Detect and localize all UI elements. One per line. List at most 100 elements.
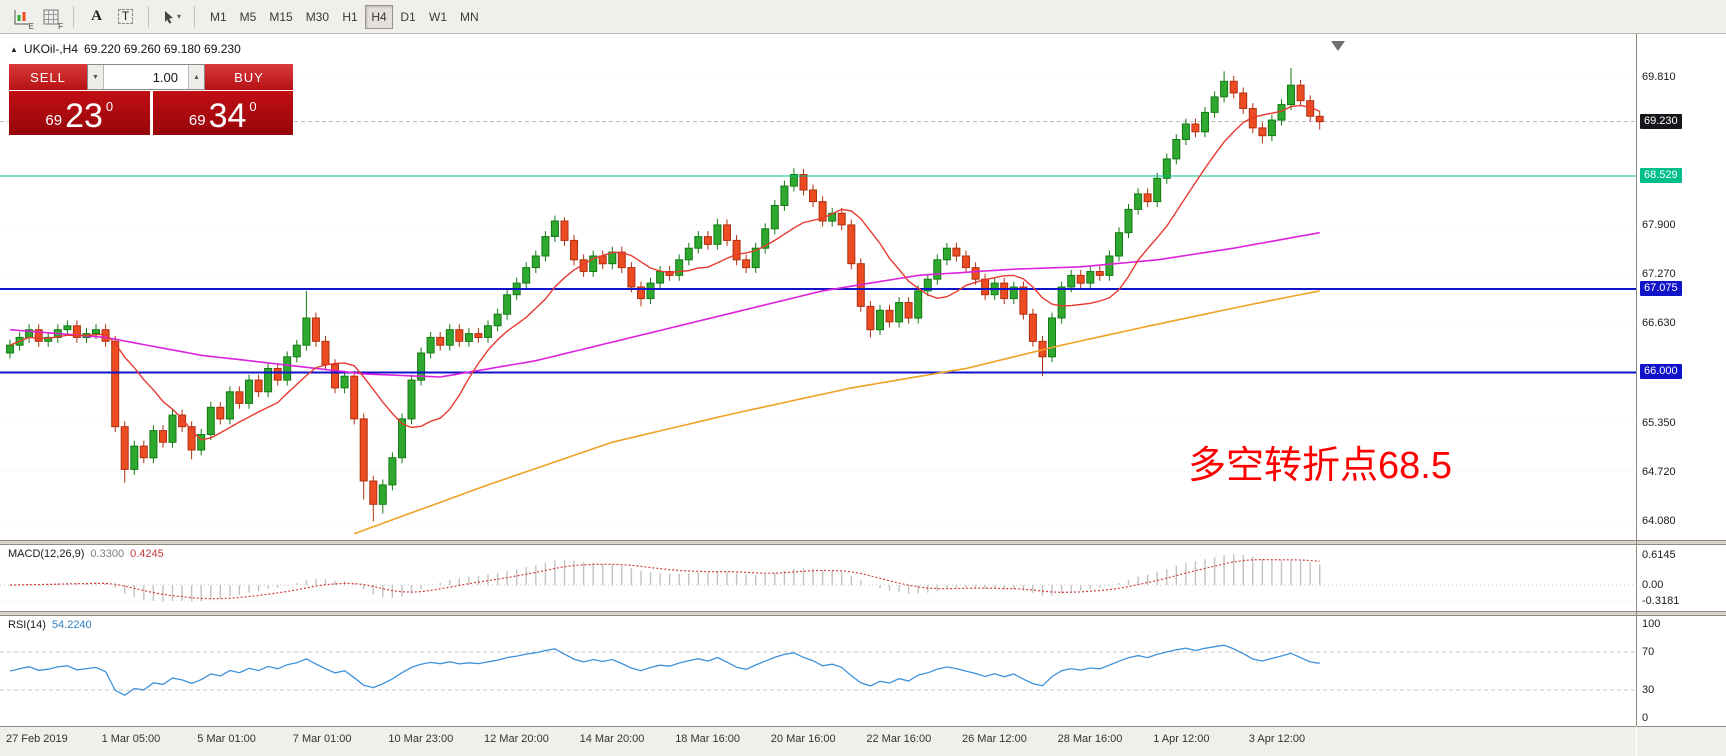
macd-label: MACD(12,26,9) 0.3300 0.4245: [8, 548, 164, 560]
time-axis-label: 12 Mar 20:00: [484, 733, 549, 745]
text-label-button[interactable]: A: [83, 4, 110, 30]
axis-separator: [1636, 34, 1637, 726]
macd-chart[interactable]: [0, 545, 1636, 611]
timeframe-button-m1[interactable]: M1: [210, 9, 227, 24]
time-axis-label: 5 Mar 01:00: [197, 733, 256, 745]
time-axis-label: 1 Apr 12:00: [1153, 733, 1210, 745]
grid-button[interactable]: F: [37, 4, 64, 31]
ohlc-values-label: 69.220 69.260 69.180 69.230: [83, 42, 241, 56]
rsi-value: 54.2240: [51, 619, 92, 631]
rsi-chart[interactable]: [0, 616, 1636, 726]
volume-decrease-icon[interactable]: ▼: [88, 65, 104, 89]
macd-name: MACD(12,26,9): [8, 548, 85, 560]
timeframe-button-h1[interactable]: H1: [342, 9, 358, 24]
toolbar-separator: [148, 5, 149, 28]
macd-axis[interactable]: 0.6145 0.00 -0.3181: [1637, 545, 1726, 611]
chart-text-annotation[interactable]: 多空转折点68.5: [1188, 445, 1452, 487]
macd-axis-label: 0.6145: [1642, 549, 1676, 561]
rsi-label: RSI(14) 54.2240: [8, 619, 92, 631]
panel-splitter[interactable]: [0, 540, 1726, 545]
bid-pips: 23: [65, 97, 103, 136]
time-axis[interactable]: 27 Feb 2019 1 Mar 05:00 5 Mar 01:00 7 Mar 0…: [0, 726, 1636, 756]
price-axis-label: 69.230: [1640, 113, 1682, 129]
time-axis-label: 1 Mar 05:00: [101, 733, 161, 745]
chevron-down-icon: ▾: [176, 12, 181, 21]
macd-axis-label: 0.00: [1642, 579, 1664, 591]
ask-big-figure: 69: [188, 112, 206, 129]
timeframe-button-h4[interactable]: H4: [365, 4, 394, 29]
indicator-chart-button[interactable]: E: [8, 4, 35, 31]
timeframe-button-mn[interactable]: MN: [460, 9, 479, 24]
time-axis-label: 18 Mar 16:00: [675, 733, 741, 745]
timeframe-button-m5[interactable]: M5: [239, 9, 257, 24]
time-axis-label: 28 Mar 16:00: [1057, 733, 1123, 745]
macd-signal-value: 0.4245: [130, 548, 164, 560]
sell-button[interactable]: SELL: [9, 64, 87, 90]
cursor-tools-button[interactable]: ▾: [158, 4, 185, 30]
rsi-axis[interactable]: 100 70 30 0: [1637, 616, 1726, 726]
time-axis-label: 14 Mar 20:00: [579, 733, 645, 745]
price-axis-label: 66.000: [1640, 364, 1682, 380]
cursor-icon: [164, 10, 173, 24]
collapse-triangle-icon[interactable]: ▲: [10, 44, 18, 54]
text-box-icon: T: [117, 9, 134, 24]
tool-badge: F: [58, 21, 63, 31]
price-axis-label: 67.900: [1642, 218, 1676, 231]
symbol-period-label: UKOil-,H4: [23, 42, 78, 56]
axis-corner: [1637, 726, 1726, 756]
candlestick-chart[interactable]: [0, 34, 1636, 540]
one-click-trading-widget: SELL ▼ 1.00 ▲ BUY 69 23 0 69 34 0: [9, 64, 293, 135]
rsi-panel: RSI(14) 54.2240: [0, 616, 1636, 726]
price-chart-panel: ▲ UKOil-,H4 69.220 69.260 69.180 69.230 …: [0, 34, 1636, 540]
price-axis-label: 67.270: [1642, 267, 1676, 280]
volume-spinner: ▼ 1.00 ▲: [87, 64, 205, 90]
price-axis-label: 67.075: [1640, 280, 1682, 296]
toolbar: E F A T ▾ M1 M5 M15 M30 H1 H4 D1 W1 MN: [0, 0, 1726, 34]
time-axis-label: 3 Apr 12:00: [1248, 733, 1306, 745]
price-axis-label: 64.720: [1642, 465, 1676, 478]
ask-pips: 34: [208, 97, 247, 136]
price-axis-label: 69.810: [1642, 70, 1676, 83]
toolbar-separator: [194, 5, 195, 28]
timeframe-button-m30[interactable]: M30: [305, 9, 330, 24]
text-box-button[interactable]: T: [112, 4, 139, 30]
time-axis-label: 27 Feb 2019: [6, 733, 68, 745]
ask-price[interactable]: 69 34 0: [152, 91, 293, 136]
price-axis-label: 65.350: [1642, 416, 1676, 429]
bid-price[interactable]: 69 23 0: [9, 91, 150, 135]
time-axis-label: 22 Mar 16:00: [866, 733, 932, 745]
grid-icon: [43, 9, 58, 24]
rsi-axis-label: 70: [1642, 646, 1655, 659]
indicator-chart-icon: [14, 9, 29, 24]
bid-big-figure: 69: [45, 112, 63, 129]
buy-button[interactable]: BUY: [205, 64, 293, 90]
rsi-axis-label: 30: [1642, 683, 1655, 696]
price-axis-label: 68.529: [1640, 168, 1682, 184]
timeframe-toolbar: M1 M5 M15 M30 H1 H4 D1 W1 MN: [204, 4, 485, 29]
volume-increase-icon[interactable]: ▲: [188, 65, 204, 89]
price-axis-label: 64.080: [1642, 515, 1676, 528]
timeframe-button-d1[interactable]: D1: [400, 9, 416, 24]
macd-axis-label: -0.3181: [1642, 594, 1680, 607]
time-axis-label: 26 Mar 12:00: [962, 733, 1027, 745]
toolbar-separator: [73, 5, 74, 28]
rsi-axis-label: 100: [1642, 618, 1661, 630]
timeframe-button-m15[interactable]: M15: [269, 9, 293, 24]
macd-panel: MACD(12,26,9) 0.3300 0.4245: [0, 545, 1636, 611]
price-axis-label: 66.630: [1642, 317, 1676, 330]
macd-main-value: 0.3300: [90, 548, 125, 560]
chart-title: ▲ UKOil-,H4 69.220 69.260 69.180 69.230: [10, 42, 241, 56]
time-axis-label: 10 Mar 23:00: [388, 733, 454, 745]
volume-input[interactable]: 1.00: [152, 69, 178, 85]
time-axis-label: 7 Mar 01:00: [292, 733, 352, 745]
panel-splitter[interactable]: [0, 611, 1726, 616]
price-axis[interactable]: 69.810 69.230 68.529 67.900 67.270 67.075 66.6…: [1637, 34, 1726, 540]
bid-fraction: 0: [105, 99, 114, 114]
time-axis-label: 20 Mar 16:00: [770, 733, 836, 745]
ask-fraction: 0: [249, 99, 257, 114]
timeframe-button-w1[interactable]: W1: [429, 9, 448, 24]
rsi-axis-label: 0: [1642, 712, 1649, 724]
text-label-icon: A: [91, 8, 102, 24]
tool-badge: E: [28, 21, 34, 31]
